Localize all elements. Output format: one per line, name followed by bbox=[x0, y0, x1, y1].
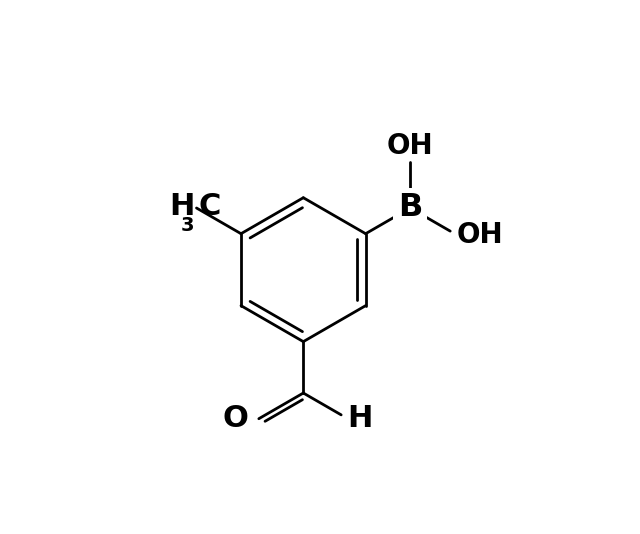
Text: B: B bbox=[398, 192, 422, 224]
Text: H: H bbox=[169, 192, 195, 221]
Text: OH: OH bbox=[387, 132, 433, 160]
Text: O: O bbox=[223, 404, 248, 433]
Text: C: C bbox=[198, 192, 221, 221]
Text: 3: 3 bbox=[181, 216, 195, 235]
Text: H: H bbox=[348, 404, 372, 434]
Text: OH: OH bbox=[456, 221, 503, 249]
